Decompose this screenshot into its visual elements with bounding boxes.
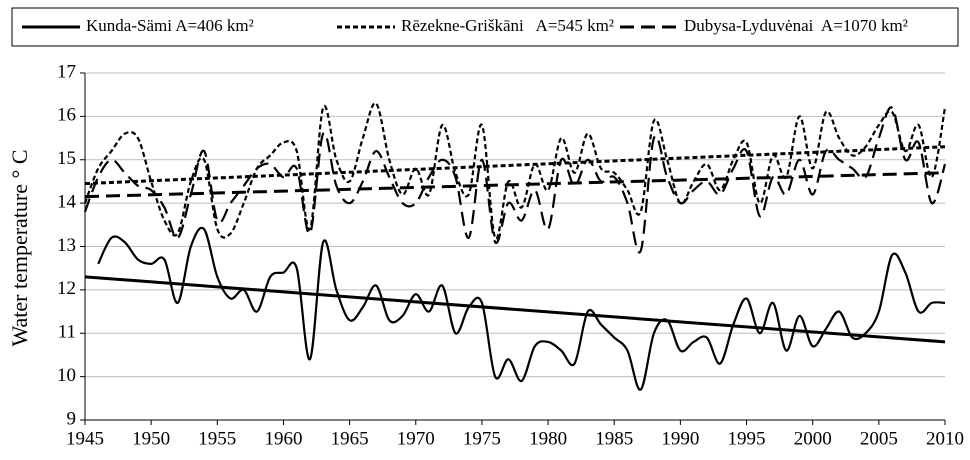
trend-line [84,171,946,199]
x-tick-label: 1970 [397,428,435,449]
x-tick-label: 1975 [463,428,501,449]
y-tick-label: 11 [58,322,76,343]
x-tick-label: 1965 [331,428,369,449]
legend-label: Rēzekne-Griškāni A=545 km² [401,16,614,35]
x-tick-label: 2000 [794,428,832,449]
x-tick-label: 1945 [66,428,104,449]
x-tick-label: 1980 [529,428,567,449]
y-tick-label: 16 [57,105,76,126]
y-axis-label: Water temperature ° C [7,150,32,347]
x-tick-label: 1955 [198,428,236,449]
x-tick-label: 1950 [132,428,170,449]
series-line [83,106,947,254]
x-tick-label: 1995 [728,428,766,449]
legend-label: Dubysa-Lyduvėnai A=1070 km² [684,16,908,35]
y-tick-label: 17 [57,61,76,82]
y-tick-label: 9 [67,408,77,429]
y-tick-label: 15 [57,148,76,169]
y-tick-label: 10 [57,365,76,386]
y-tick-label: 14 [57,191,77,212]
x-tick-label: 1985 [595,428,633,449]
x-tick-label: 2005 [860,428,898,449]
legend-box [11,7,959,47]
y-tick-label: 12 [57,278,76,299]
y-tick-label: 13 [57,235,76,256]
series-line [83,102,947,240]
trend-line [84,275,946,344]
x-tick-label: 2010 [926,428,964,449]
trend-line [84,145,946,186]
legend-label: Kunda-Sämi A=406 km² [86,16,254,35]
x-tick-label: 1990 [661,428,699,449]
x-tick-label: 1960 [264,428,302,449]
